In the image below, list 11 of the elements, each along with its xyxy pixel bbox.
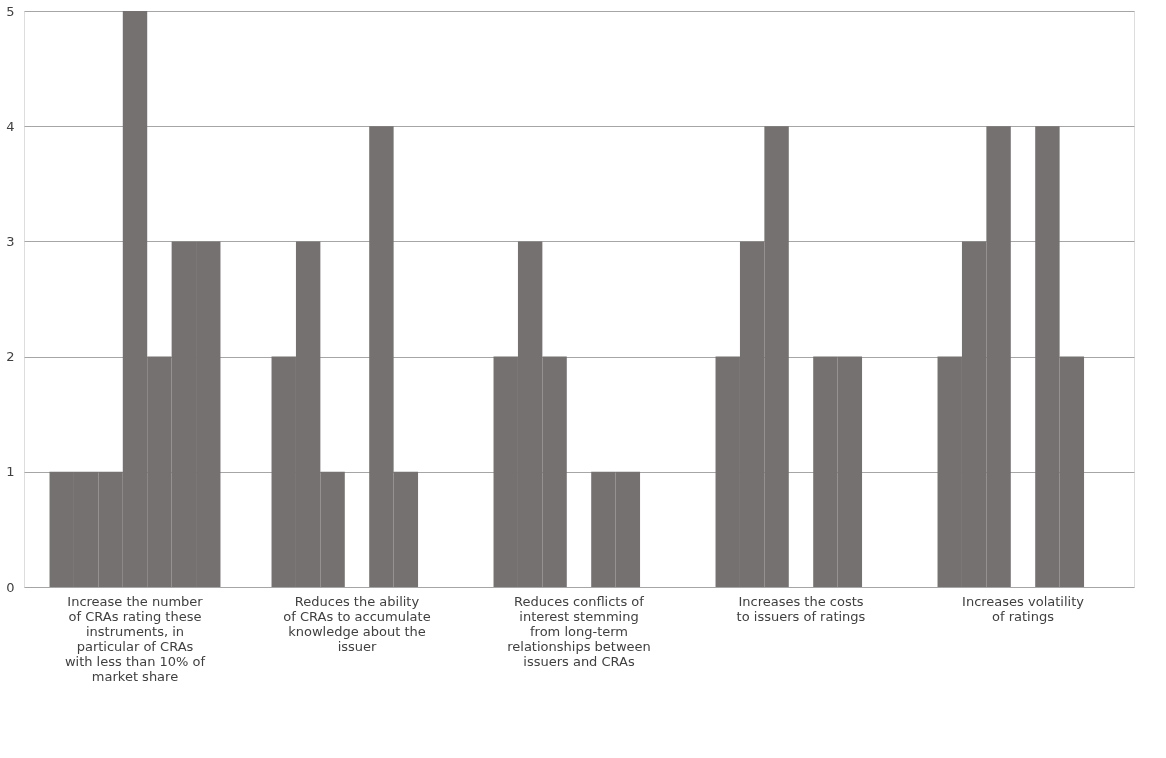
x-tick-label: Increase the number of CRAs rating these instruments, in particular of CRAs with less than 10% of market share [64, 593, 206, 684]
y-tick-label: 4 [6, 118, 15, 134]
y-tick-label: 5 [6, 3, 15, 19]
x-tick-label: Increases volatility of ratings [962, 593, 1085, 624]
y-tick-label: 3 [6, 233, 15, 249]
x-tick-label: Reduces conflicts of interest stemming from long-term relationships between issuers and CRAs [507, 593, 651, 669]
y-tick-label: 2 [6, 349, 15, 365]
x-tick-label: Increases the costs to issuers of ratings [736, 593, 866, 624]
y-tick-label: 0 [6, 579, 15, 595]
x-tick-label: Reduces the ability of CRAs to accumulate knowledge about the issuer [283, 593, 431, 654]
y-tick-label: 1 [6, 464, 15, 480]
